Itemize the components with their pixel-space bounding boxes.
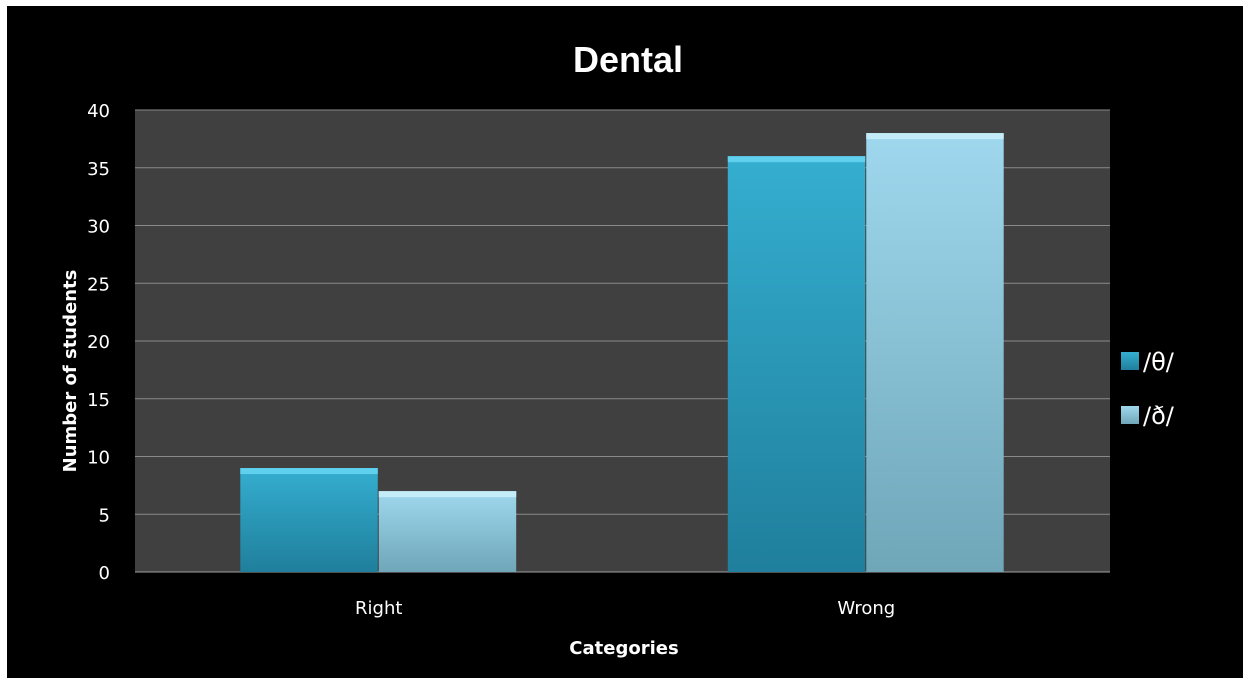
- x-tick-label: Right: [355, 598, 402, 619]
- bars: [240, 133, 1004, 572]
- x-axis-title: Categories: [569, 638, 678, 659]
- bar-wrong-series-1: [866, 133, 1004, 572]
- legend-label-theta: /θ/: [1143, 348, 1175, 376]
- bar-bevel-right-series-0: [240, 468, 378, 475]
- y-axis-title: Number of students: [60, 270, 81, 473]
- legend-item-theta: /θ/: [1121, 348, 1175, 376]
- bar-right-series-1: [378, 491, 517, 572]
- legend-swatch-theta: [1121, 352, 1139, 370]
- y-tick-label: 10: [87, 448, 110, 469]
- y-tick-label: 20: [87, 332, 110, 353]
- legend-swatch-eth: [1121, 406, 1139, 424]
- y-tick-label: 0: [99, 563, 110, 584]
- y-tick-label: 30: [87, 217, 110, 238]
- legend-item-eth: /ð/: [1121, 402, 1175, 430]
- y-tick-label: 40: [87, 101, 110, 122]
- y-tick-label: 15: [87, 390, 110, 411]
- y-tick-label: 25: [87, 274, 110, 295]
- bar-bevel-right-series-1: [378, 491, 517, 498]
- bar-right-series-0: [240, 468, 378, 572]
- chart-title: Dental: [573, 39, 683, 80]
- legend: /θ/ /ð/: [1121, 348, 1175, 430]
- bar-bevel-wrong-series-0: [727, 156, 866, 163]
- legend-label-eth: /ð/: [1143, 402, 1175, 430]
- bar-wrong-series-0: [727, 156, 866, 572]
- axis-ticks: 0 5 10 15 20 25 30 35 40 Right Wrong: [87, 101, 895, 619]
- y-tick-label: 5: [99, 505, 110, 526]
- bar-bevel-wrong-series-1: [866, 133, 1004, 140]
- y-tick-label: 35: [87, 159, 110, 180]
- x-tick-label: Wrong: [837, 598, 895, 619]
